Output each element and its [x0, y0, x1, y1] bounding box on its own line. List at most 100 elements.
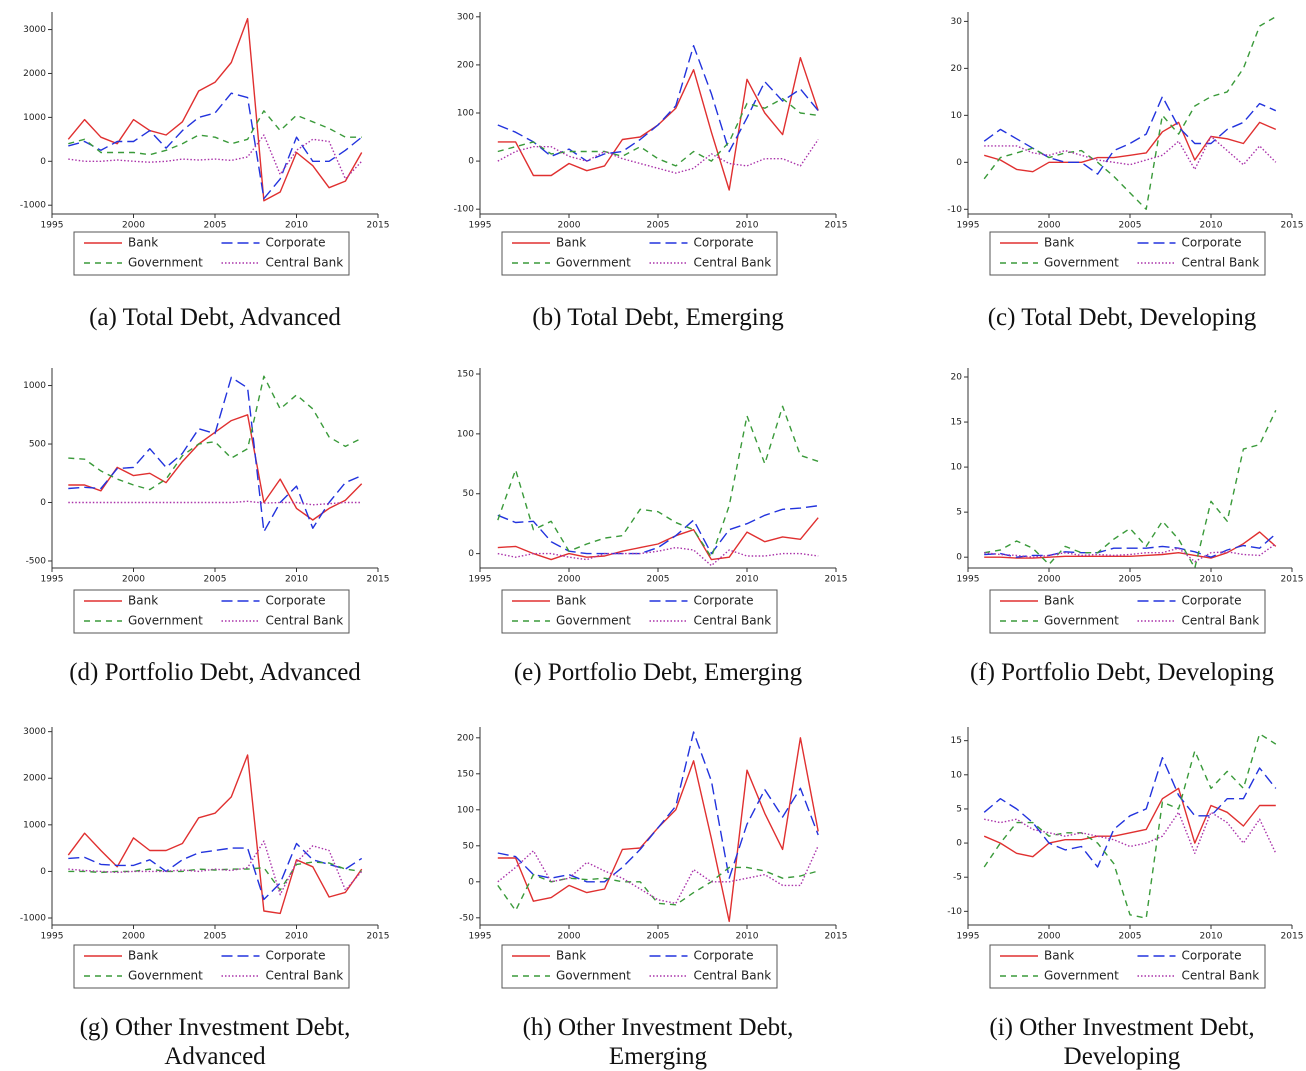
- x-tick-label: 2000: [558, 575, 581, 585]
- x-tick-label: 2010: [736, 932, 759, 942]
- x-tick-label: 2005: [1119, 575, 1142, 585]
- caption: (g) Other Investment Debt, Advanced: [79, 1014, 351, 1070]
- legend-label: Corporate: [1182, 949, 1242, 963]
- y-tick-label: 50: [463, 489, 475, 499]
- series-line: [984, 531, 1277, 559]
- x-tick-label: 2015: [367, 575, 390, 585]
- series-line: [983, 95, 1277, 175]
- series-line: [984, 121, 1277, 173]
- legend-label: Bank: [128, 594, 158, 608]
- x-tick-label: 2010: [736, 575, 759, 585]
- legend-label: Central Bank: [1182, 256, 1260, 270]
- y-tick-label: 10: [951, 463, 963, 473]
- series-line: [497, 546, 819, 567]
- x-tick-label: 2010: [1200, 932, 1223, 942]
- y-tick-label: -1000: [20, 201, 46, 211]
- x-tick-label: 2005: [647, 221, 670, 231]
- caption: (i) Other Investment Debt, Developing: [989, 1014, 1255, 1070]
- y-tick-label: 10: [951, 770, 963, 780]
- y-tick-label: 3000: [23, 25, 46, 35]
- x-tick-label: 2000: [1038, 932, 1061, 942]
- x-tick-label: 2000: [558, 932, 581, 942]
- legend-label: Central Bank: [694, 256, 772, 270]
- x-tick-label: 2005: [1119, 932, 1142, 942]
- series-line: [983, 16, 1277, 210]
- series-line: [67, 754, 363, 915]
- y-tick-label: 1000: [23, 820, 46, 830]
- x-tick-label: 2010: [1200, 575, 1223, 585]
- series-line: [497, 97, 819, 167]
- legend-label: Central Bank: [1182, 614, 1260, 628]
- x-tick-label: 2005: [204, 932, 227, 942]
- y-tick-label: 5: [956, 804, 962, 814]
- series-line: [984, 533, 1277, 558]
- series-line: [984, 811, 1277, 854]
- y-tick-label: 300: [457, 12, 474, 22]
- x-tick-label: 2015: [825, 575, 848, 585]
- series-line: [68, 861, 362, 891]
- series-line: [984, 410, 1277, 569]
- y-tick-label: 100: [457, 109, 474, 119]
- y-tick-label: -10: [947, 907, 962, 917]
- y-tick-label: 20: [951, 64, 963, 74]
- series-line: [497, 505, 819, 555]
- x-tick-label: 1995: [469, 575, 492, 585]
- x-tick-label: 2015: [825, 221, 848, 231]
- caption: (c) Total Debt, Developing: [987, 304, 1257, 331]
- x-tick-label: 2010: [1200, 221, 1223, 231]
- caption: (e) Portfolio Debt, Emerging: [513, 659, 803, 686]
- series-line: [497, 517, 819, 561]
- y-tick-label: 2000: [23, 69, 46, 79]
- series-line: [68, 840, 363, 896]
- legend-label: Bank: [1044, 949, 1074, 963]
- legend-label: Corporate: [266, 949, 326, 963]
- legend-label: Government: [556, 614, 631, 628]
- y-tick-label: 0: [40, 157, 46, 167]
- x-tick-label: 2000: [1038, 575, 1061, 585]
- caption: (b) Total Debt, Emerging: [532, 304, 784, 331]
- x-tick-label: 2015: [825, 932, 848, 942]
- y-tick-label: 150: [457, 369, 474, 379]
- y-tick-label: 15: [951, 418, 962, 428]
- y-tick-label: 1000: [23, 381, 46, 391]
- legend-box: [73, 589, 350, 634]
- y-tick-label: 0: [956, 553, 962, 563]
- y-tick-label: 500: [29, 440, 46, 450]
- legend-box: [989, 589, 1266, 634]
- x-tick-label: 2010: [285, 575, 308, 585]
- x-tick-label: 2015: [1281, 575, 1304, 585]
- x-tick-label: 1995: [469, 932, 492, 942]
- legend-label: Bank: [128, 949, 158, 963]
- x-tick-label: 2010: [736, 221, 759, 231]
- legend-label: Government: [128, 969, 203, 983]
- x-tick-label: 2010: [285, 932, 308, 942]
- series-line: [68, 842, 363, 901]
- legend-label: Bank: [556, 949, 586, 963]
- legend-label: Government: [128, 614, 203, 628]
- y-tick-label: 200: [457, 733, 474, 743]
- x-tick-label: 1995: [957, 932, 980, 942]
- legend-label: Bank: [1044, 594, 1074, 608]
- x-tick-label: 2000: [122, 221, 145, 231]
- x-tick-label: 1995: [41, 932, 64, 942]
- x-tick-label: 1995: [957, 575, 980, 585]
- caption: (a) Total Debt, Advanced: [89, 304, 341, 331]
- series-line: [497, 866, 819, 912]
- legend-label: Government: [1044, 614, 1119, 628]
- legend-label: Government: [1044, 256, 1119, 270]
- legend-box: [501, 944, 778, 989]
- y-tick-label: -1000: [20, 914, 46, 924]
- x-tick-label: 1995: [41, 221, 64, 231]
- series-line: [983, 733, 1277, 919]
- y-tick-label: 0: [40, 867, 46, 877]
- legend-box: [73, 231, 350, 276]
- legend-label: Central Bank: [694, 614, 772, 628]
- y-tick-label: 3000: [23, 727, 46, 737]
- y-tick-label: 0: [468, 157, 474, 167]
- series-line: [497, 45, 819, 162]
- series-line: [68, 110, 362, 156]
- legend-box: [501, 231, 778, 276]
- legend-label: Corporate: [694, 949, 754, 963]
